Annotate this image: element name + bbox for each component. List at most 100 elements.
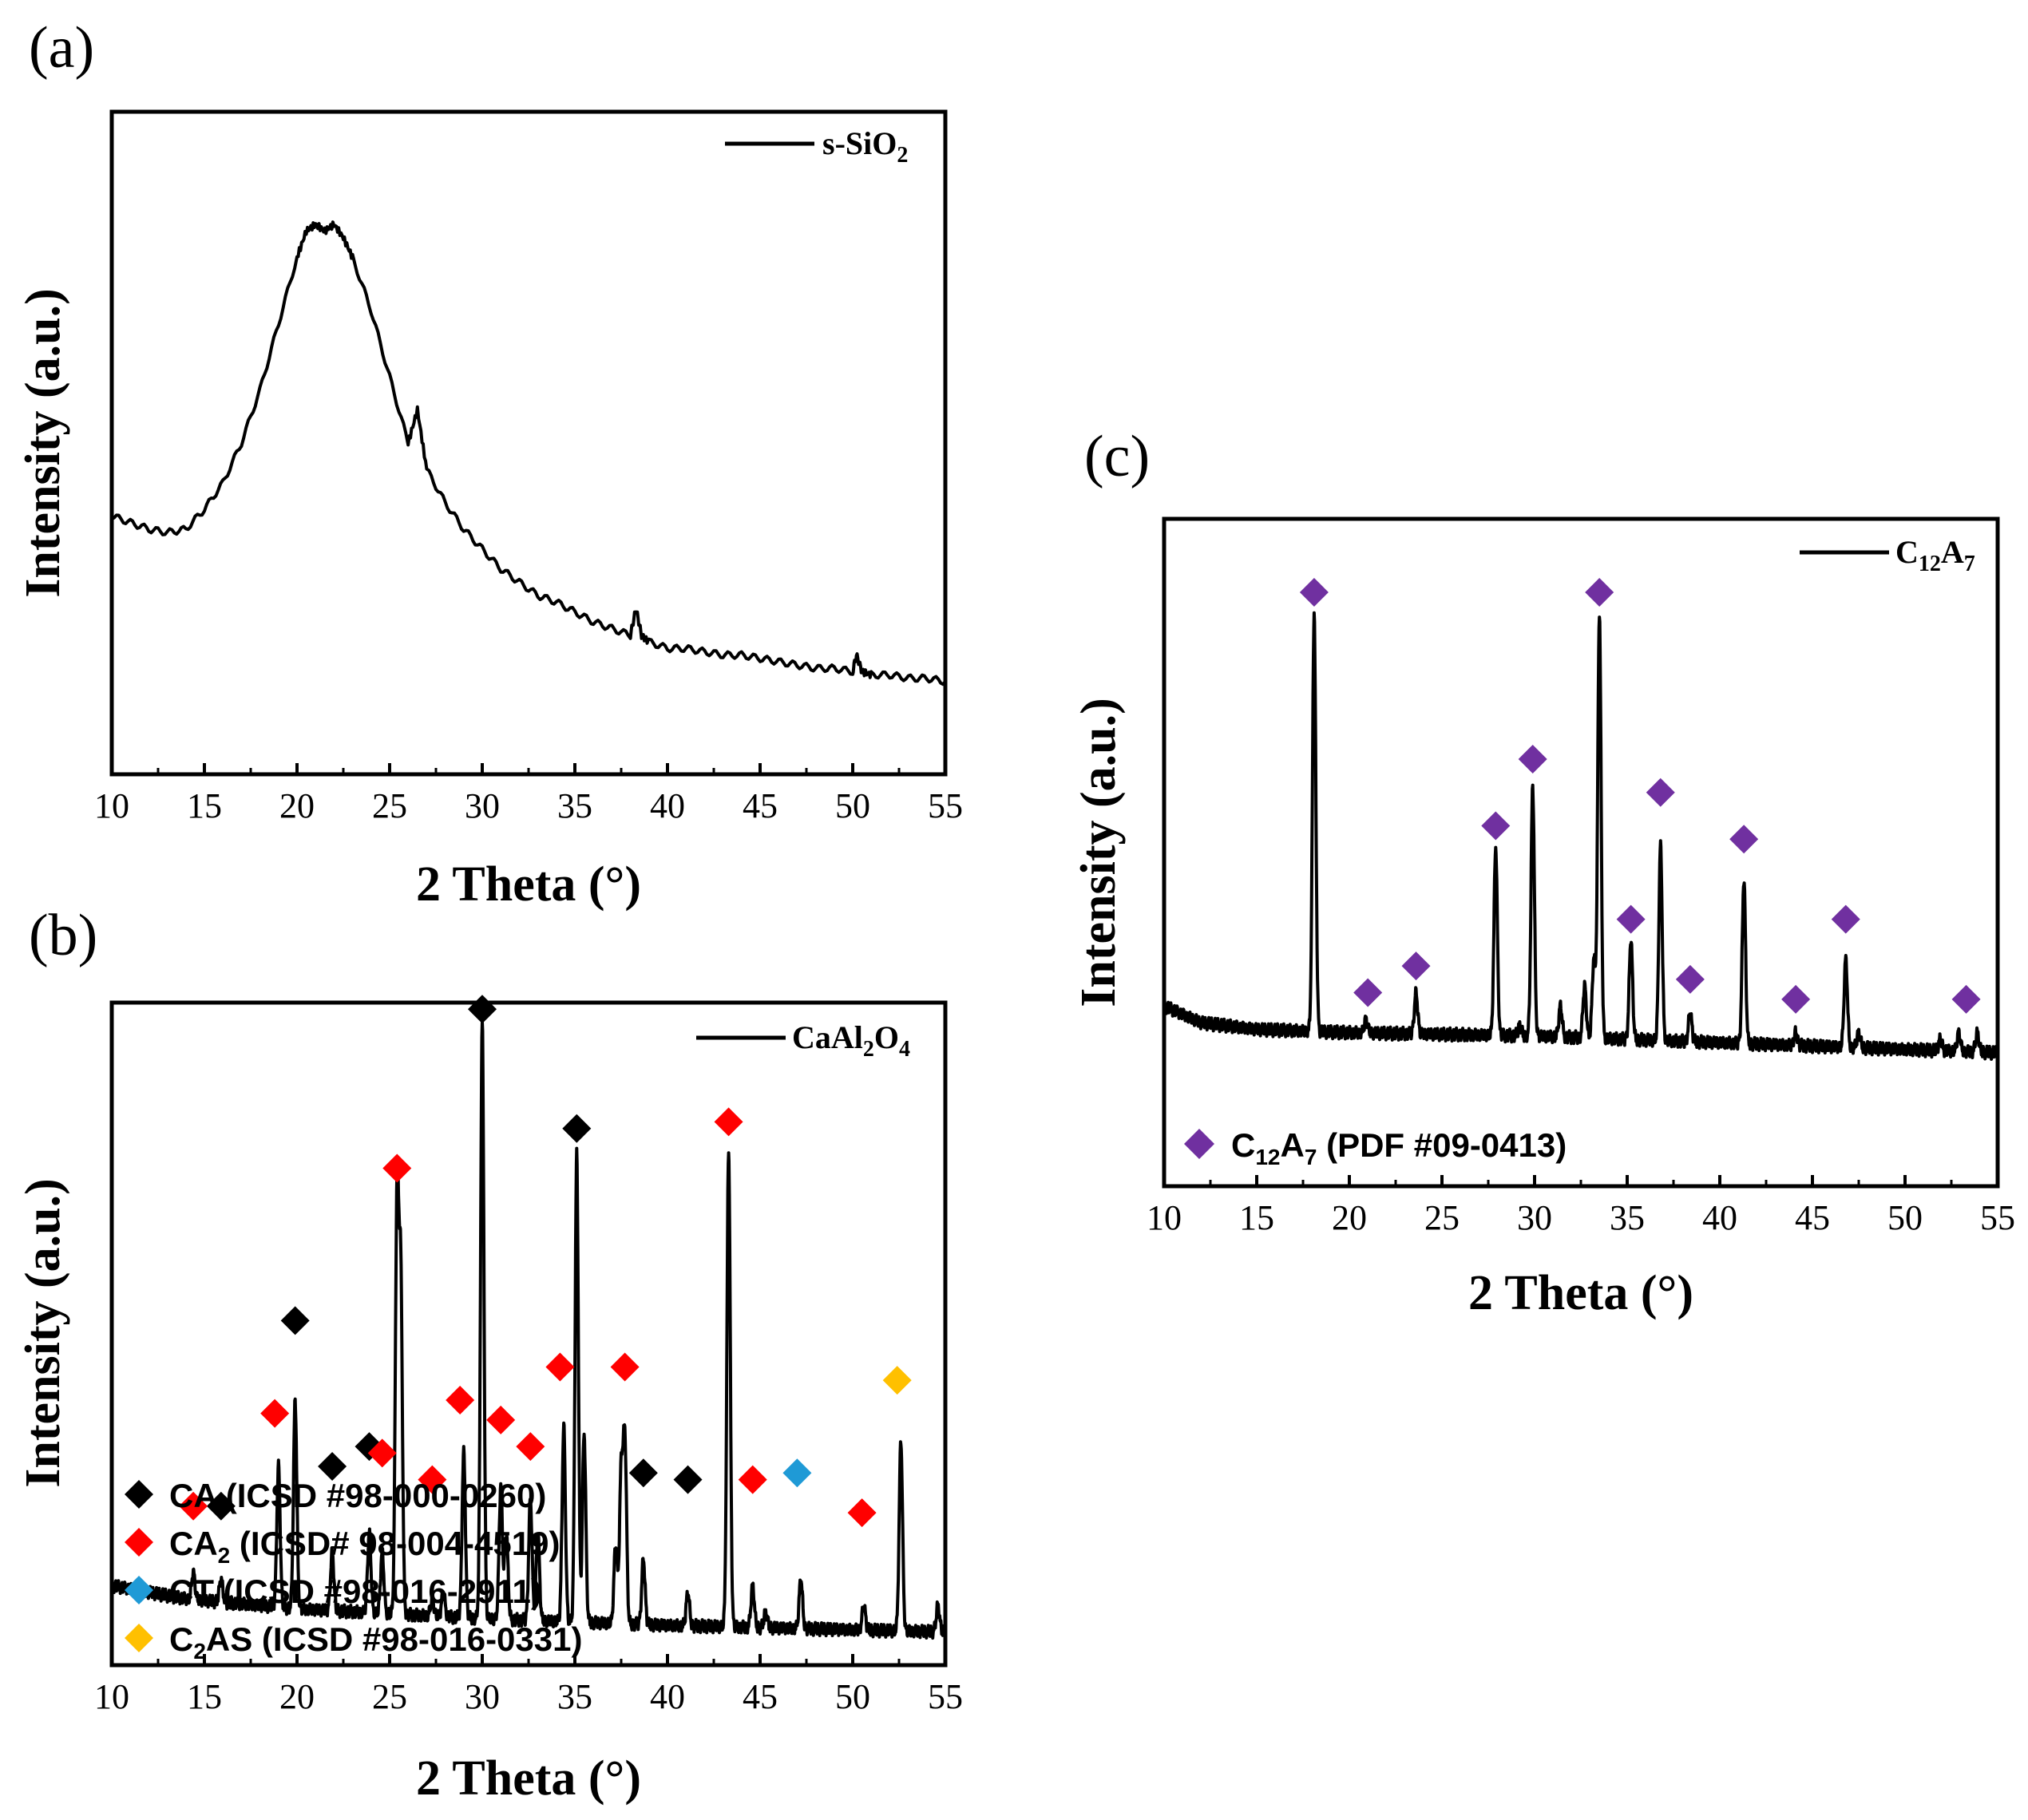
marker-ca-b bbox=[206, 1491, 236, 1521]
legend-text-c12a7: C12A7 (PDF #09-0413) bbox=[1231, 1126, 1567, 1169]
xrd-trace-caal2o4 bbox=[110, 1019, 947, 1640]
x-tick-label-c-15: 15 bbox=[1239, 1198, 1274, 1237]
x-tick-label-b-50: 50 bbox=[835, 1677, 870, 1716]
x-tick-label-c-10: 10 bbox=[1147, 1198, 1182, 1237]
marker-ca2-b bbox=[486, 1405, 516, 1434]
legend-marker-ca bbox=[125, 1480, 153, 1509]
x-tick-label-c-40: 40 bbox=[1702, 1198, 1737, 1237]
x-tick-label-c-25: 25 bbox=[1424, 1198, 1460, 1237]
x-axis-title-b: 2 Theta (°) bbox=[416, 1751, 641, 1806]
marker-ca2-b bbox=[738, 1465, 767, 1494]
marker-ca2-b bbox=[516, 1432, 545, 1462]
legend-c: C12A7 bbox=[1800, 534, 1975, 576]
legend-text-c2as: C2AS (ICSD #98-016-0331) bbox=[169, 1620, 582, 1664]
legend-label-b: CaAl2O4 bbox=[792, 1019, 910, 1062]
panel-b: (b) 10 15 20 25 30 35 40 45 50 55 2 Theta (°) Int… bbox=[16, 903, 963, 1806]
x-tick-label-a-15: 15 bbox=[187, 786, 222, 825]
x-tick-label-b-25: 25 bbox=[372, 1677, 407, 1716]
x-tick-label-c-45: 45 bbox=[1795, 1198, 1830, 1237]
panel-letter-b: (b) bbox=[29, 903, 97, 968]
panel-letter-a: (a) bbox=[29, 15, 94, 81]
x-tick-label-b-15: 15 bbox=[187, 1677, 222, 1716]
marker-ct-b bbox=[782, 1458, 812, 1488]
x-tick-label-b-45: 45 bbox=[743, 1677, 778, 1716]
marker-c12a7-c bbox=[1353, 978, 1383, 1007]
marker-ca2-b bbox=[382, 1153, 412, 1183]
marker-c12a7-c bbox=[1951, 984, 1981, 1014]
marker-ca-b bbox=[628, 1458, 658, 1488]
marker-ca2-b bbox=[367, 1438, 397, 1468]
y-axis-title-a: Intensity (a.u.) bbox=[16, 288, 70, 598]
legend-b: CaAl2O4 bbox=[696, 1019, 910, 1062]
marker-c12a7-c bbox=[1729, 825, 1759, 854]
marker-ca2-b bbox=[714, 1107, 743, 1137]
x-tick-label-a-45: 45 bbox=[743, 786, 778, 825]
phase-legend-c: C12A7 (PDF #09-0413) bbox=[1184, 1126, 1567, 1169]
marker-c12a7-c bbox=[1675, 964, 1705, 994]
marker-ca-b bbox=[280, 1306, 310, 1335]
marker-c2as-b bbox=[882, 1366, 912, 1395]
y-axis-title-b: Intensity (a.u.) bbox=[16, 1178, 70, 1488]
x-axis-title-a: 2 Theta (°) bbox=[416, 857, 641, 912]
x-tick-label-b-30: 30 bbox=[465, 1677, 500, 1716]
x-tick-label-a-55: 55 bbox=[928, 786, 963, 825]
marker-c12a7-c bbox=[1831, 904, 1860, 934]
marker-c12a7-c bbox=[1781, 984, 1811, 1014]
x-tick-label-b-10: 10 bbox=[94, 1677, 129, 1716]
plot-frame-a bbox=[109, 109, 948, 777]
marker-ca2-b bbox=[446, 1386, 475, 1414]
marker-ca2-b bbox=[179, 1491, 208, 1521]
x-axis-ticks-c: 10 15 20 25 30 35 40 45 50 55 bbox=[1147, 1175, 2015, 1237]
x-tick-label-c-30: 30 bbox=[1517, 1198, 1552, 1237]
x-tick-label-a-35: 35 bbox=[557, 786, 592, 825]
x-axis-ticks-a: 10 15 20 25 30 35 40 45 50 55 bbox=[94, 763, 963, 825]
x-tick-label-a-20: 20 bbox=[279, 786, 315, 825]
panel-c: (c) 10 15 20 25 30 35 40 45 50 55 2 Theta (°) Int… bbox=[1071, 424, 2015, 1320]
x-tick-label-c-35: 35 bbox=[1610, 1198, 1645, 1237]
legend-label-c: C12A7 bbox=[1895, 534, 1975, 576]
marker-c12a7-c bbox=[1401, 952, 1431, 981]
legend-text-ca: CA (ICSD #98-000-0260) bbox=[169, 1477, 546, 1514]
marker-ca2-b bbox=[545, 1352, 575, 1382]
marker-c12a7-c bbox=[1481, 811, 1511, 841]
xrd-trace-s-sio2 bbox=[110, 220, 947, 686]
legend-label-a: s-SiO2 bbox=[822, 125, 908, 168]
marker-c12a7-c bbox=[1616, 904, 1646, 934]
x-tick-label-b-20: 20 bbox=[279, 1677, 315, 1716]
x-tick-label-a-25: 25 bbox=[372, 786, 407, 825]
x-axis-title-c: 2 Theta (°) bbox=[1468, 1266, 1693, 1320]
x-tick-label-c-20: 20 bbox=[1332, 1198, 1367, 1237]
x-tick-label-c-50: 50 bbox=[1887, 1198, 1923, 1237]
panel-a: (a) 10 15 20 25 30 35 40 45 50 55 2 Theta (°) Int… bbox=[16, 15, 963, 912]
x-axis-ticks-b: 10 15 20 25 30 35 40 45 50 55 bbox=[94, 1654, 963, 1716]
legend-text-ca2: CA2 (ICSD# 98-004-4519) bbox=[169, 1525, 560, 1568]
marker-c12a7-c bbox=[1518, 744, 1547, 774]
marker-ca2-b bbox=[610, 1352, 640, 1382]
x-tick-label-a-40: 40 bbox=[650, 786, 685, 825]
legend-marker-ca2 bbox=[125, 1528, 153, 1557]
marker-c12a7-c bbox=[1299, 577, 1329, 607]
marker-ca-b bbox=[468, 995, 497, 1024]
legend-marker-ct bbox=[125, 1576, 153, 1604]
phase-markers-b bbox=[179, 995, 912, 1528]
x-tick-label-b-35: 35 bbox=[557, 1677, 592, 1716]
phase-legend-b: CA (ICSD #98-000-0260) CA2 (ICSD# 98-004… bbox=[125, 1477, 582, 1664]
x-tick-label-b-40: 40 bbox=[650, 1677, 685, 1716]
x-tick-label-c-55: 55 bbox=[1980, 1198, 2015, 1237]
legend-text-ct: CT (ICSD #98-016-2911) bbox=[169, 1573, 542, 1610]
marker-ca-b bbox=[318, 1452, 347, 1481]
marker-ca2-b bbox=[418, 1465, 447, 1494]
marker-c12a7-c bbox=[1585, 577, 1614, 607]
marker-c12a7-c bbox=[1646, 777, 1675, 807]
xrd-trace-c12a7 bbox=[1163, 611, 1999, 1061]
marker-ca2-b bbox=[847, 1498, 877, 1528]
marker-ca2-b bbox=[260, 1399, 290, 1428]
phase-markers-c bbox=[1299, 577, 1981, 1014]
marker-ca-b bbox=[673, 1465, 703, 1494]
x-tick-label-a-30: 30 bbox=[465, 786, 500, 825]
panel-letter-c: (c) bbox=[1084, 424, 1150, 489]
y-axis-title-c: Intensity (a.u.) bbox=[1071, 698, 1126, 1007]
legend-a: s-SiO2 bbox=[725, 125, 908, 168]
x-tick-label-a-10: 10 bbox=[94, 786, 129, 825]
